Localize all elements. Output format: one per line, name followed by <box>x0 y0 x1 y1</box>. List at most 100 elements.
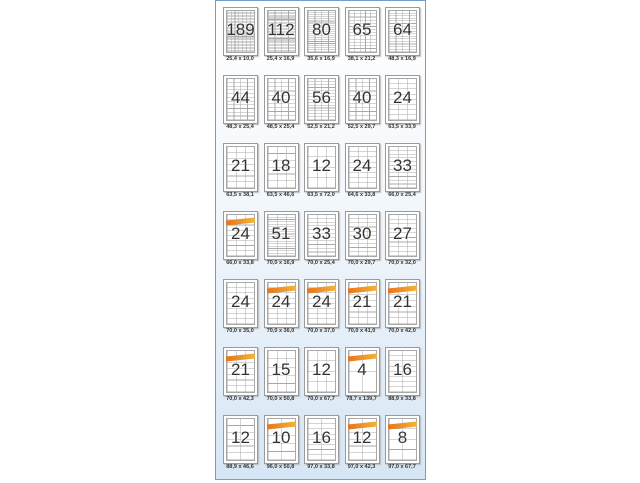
label-dimensions: 70,0 x 25,4 <box>307 260 335 266</box>
label-sheet-preview: 30 <box>344 211 380 260</box>
label-sheet-preview: 33 <box>304 211 339 260</box>
label-count: 24 <box>393 88 412 107</box>
label-sheet-option[interactable]: 24 70,0 x 35,0 <box>221 279 261 347</box>
label-dimensions: 96,0 x 50,8 <box>266 464 295 470</box>
label-dimensions: 70,0 x 29,7 <box>347 260 376 266</box>
label-sheet-option[interactable]: 12 63,5 x 72,0 <box>302 143 342 211</box>
label-sheet-option[interactable]: 12 70,0 x 67,7 <box>302 347 342 415</box>
label-sheet-option[interactable]: 33 66,0 x 25,4 <box>383 143 423 211</box>
label-grid <box>347 214 377 257</box>
label-count: 24 <box>271 292 291 311</box>
label-grid <box>226 78 255 121</box>
label-sheet-option[interactable]: 56 52,5 x 21,2 <box>302 75 342 143</box>
label-sheet-preview: 18 <box>263 143 299 192</box>
label-sheet-option[interactable]: 15 70,0 x 50,8 <box>262 347 302 415</box>
label-sheet-option[interactable]: 64 48,3 x 16,9 <box>383 7 423 75</box>
label-format-panel: 189 25,4 x 10,0 112 25,4 x 16,9 80 35,6 … <box>215 0 426 480</box>
label-count: 15 <box>271 360 291 379</box>
label-sheet-option[interactable]: 27 70,0 x 32,0 <box>383 211 423 279</box>
label-count: 12 <box>312 156 331 175</box>
label-count: 12 <box>231 428 250 447</box>
label-dimensions: 97,0 x 67,7 <box>388 464 416 470</box>
label-sheet-option[interactable]: 24 70,0 x 36,0 <box>262 279 302 347</box>
label-sheet-option[interactable]: 16 97,0 x 33,8 <box>302 415 342 483</box>
label-dimensions: 52,5 x 21,2 <box>307 124 335 130</box>
label-dimensions: 97,0 x 42,3 <box>347 464 376 470</box>
label-grid <box>266 214 296 257</box>
label-dimensions: 63,5 x 46,6 <box>266 192 295 198</box>
label-count: 12 <box>352 428 372 447</box>
label-sheet-option[interactable]: 12 97,0 x 42,3 <box>343 415 383 483</box>
label-grid <box>307 214 336 257</box>
label-sheet-preview: 112 <box>263 7 299 56</box>
label-sheet-option[interactable]: 24 64,6 x 33,8 <box>343 143 383 211</box>
label-sheet-preview: 65 <box>344 7 380 56</box>
label-sheet-option[interactable]: 40 48,5 x 25,4 <box>262 75 302 143</box>
label-dimensions: 70,0 x 36,0 <box>266 328 295 334</box>
label-sheet-preview: 24 <box>385 75 420 124</box>
label-count: 30 <box>352 224 372 243</box>
label-sheet-option[interactable]: 16 88,9 x 33,8 <box>383 347 423 415</box>
label-dimensions: 25,4 x 10,0 <box>226 56 254 62</box>
label-grid <box>388 78 417 121</box>
label-sheet-preview: 56 <box>304 75 339 124</box>
label-sheet-preview: 4 <box>344 347 380 396</box>
label-sheet-option[interactable]: 44 48,3 x 25,4 <box>221 75 261 143</box>
label-sheet-option[interactable]: 21 70,0 x 41,0 <box>343 279 383 347</box>
label-sheet-option[interactable]: 33 70,0 x 25,4 <box>302 211 342 279</box>
label-sheet-preview: 27 <box>385 211 420 260</box>
label-dimensions: 88,9 x 33,8 <box>388 396 416 402</box>
label-dimensions: 48,3 x 25,4 <box>226 124 254 130</box>
label-sheet-option[interactable]: 112 25,4 x 16,9 <box>262 7 302 75</box>
label-count: 24 <box>352 156 372 175</box>
label-dimensions: 70,0 x 35,0 <box>226 328 254 334</box>
label-grid <box>347 78 377 121</box>
label-sheet-option[interactable]: 18 63,5 x 46,6 <box>262 143 302 211</box>
label-sheet-preview: 21 <box>223 347 258 396</box>
label-sheet-option[interactable]: 21 70,0 x 42,0 <box>383 279 423 347</box>
label-sheet-option[interactable]: 4 78,7 x 139,7 <box>343 347 383 415</box>
label-count: 21 <box>393 292 412 311</box>
label-grid <box>226 282 255 325</box>
label-sheet-option[interactable]: 21 70,0 x 42,3 <box>221 347 261 415</box>
label-sheet-option[interactable]: 24 63,5 x 33,9 <box>383 75 423 143</box>
label-dimensions: 63,5 x 33,9 <box>388 124 416 130</box>
label-count: 8 <box>397 428 408 447</box>
label-grid <box>347 10 377 53</box>
label-sheet-option[interactable]: 189 25,4 x 10,0 <box>221 7 261 75</box>
label-dimensions: 64,6 x 33,8 <box>347 192 376 198</box>
label-dimensions: 63,5 x 38,1 <box>226 192 254 198</box>
label-dimensions: 70,0 x 67,7 <box>307 396 335 402</box>
label-sheet-option[interactable]: 24 66,0 x 33,8 <box>221 211 261 279</box>
label-dimensions: 88,9 x 46,6 <box>226 464 254 470</box>
label-sheet-option[interactable]: 12 88,9 x 46,6 <box>221 415 261 483</box>
label-sheet-preview: 24 <box>304 279 339 328</box>
label-sheet-option[interactable]: 10 96,0 x 50,8 <box>262 415 302 483</box>
label-sheet-preview: 16 <box>304 415 339 464</box>
label-sheet-option[interactable]: 65 38,1 x 21,2 <box>343 7 383 75</box>
label-grid <box>266 146 296 189</box>
label-sheet-preview: 16 <box>385 347 420 396</box>
label-dimensions: 70,0 x 16,9 <box>266 260 295 266</box>
label-count: 16 <box>312 428 331 447</box>
label-dimensions: 97,0 x 33,8 <box>307 464 335 470</box>
label-dimensions: 70,0 x 42,0 <box>388 328 416 334</box>
label-dimensions: 66,0 x 25,4 <box>388 192 416 198</box>
label-sheet-option[interactable]: 8 97,0 x 67,7 <box>383 415 423 483</box>
label-dimensions: 48,3 x 16,9 <box>388 56 416 62</box>
label-grid <box>388 350 417 393</box>
label-count: 16 <box>393 360 412 379</box>
label-sheet-preview: 12 <box>304 143 339 192</box>
label-count: 27 <box>393 224 412 243</box>
label-sheet-option[interactable]: 30 70,0 x 29,7 <box>343 211 383 279</box>
label-count: 65 <box>352 20 372 39</box>
label-sheet-option[interactable]: 80 35,6 x 16,9 <box>302 7 342 75</box>
label-count: 44 <box>231 88 250 107</box>
label-sheet-option[interactable]: 24 70,0 x 37,0 <box>302 279 342 347</box>
label-count: 56 <box>312 88 331 107</box>
label-count: 189 <box>226 20 255 39</box>
label-sheet-option[interactable]: 21 63,5 x 38,1 <box>221 143 261 211</box>
label-sheet-preview: 21 <box>385 279 420 328</box>
label-sheet-option[interactable]: 40 52,5 x 29,7 <box>343 75 383 143</box>
label-sheet-option[interactable]: 51 70,0 x 16,9 <box>262 211 302 279</box>
